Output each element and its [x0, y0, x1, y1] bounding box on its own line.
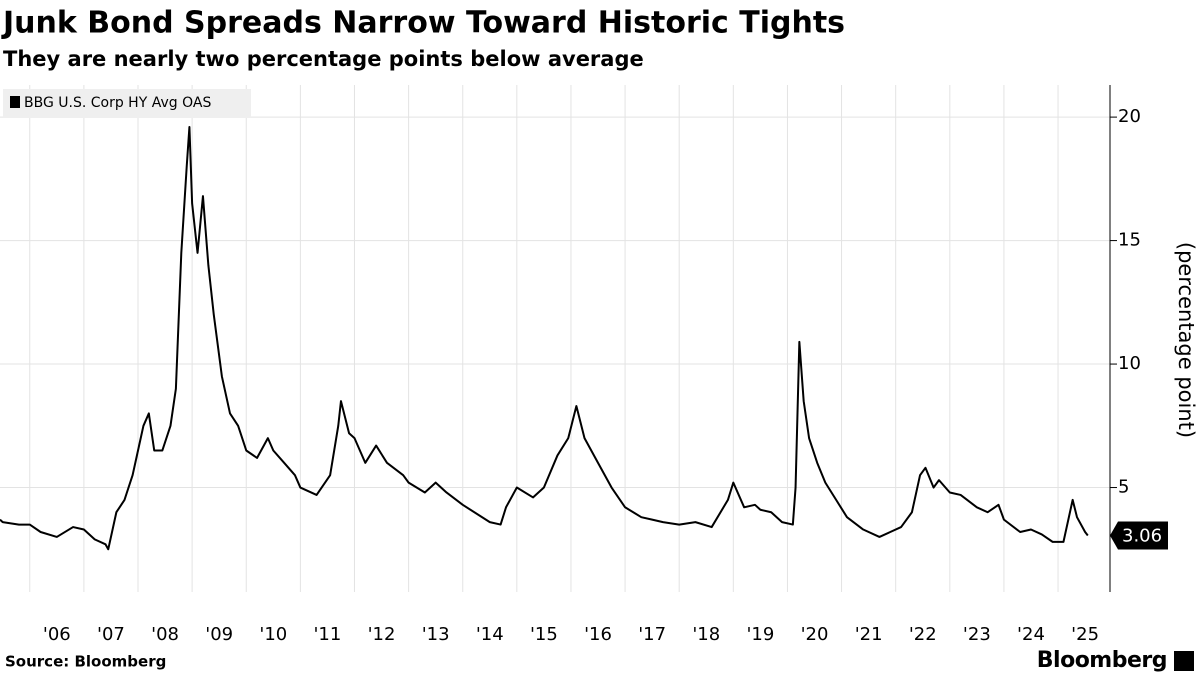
x-tick-label: '25 [1071, 624, 1099, 645]
x-tick-label: '18 [692, 624, 720, 645]
x-tick-label: '17 [638, 624, 666, 645]
x-tick-label: '13 [422, 624, 450, 645]
chart-subtitle: They are nearly two percentage points be… [3, 47, 644, 71]
chart-title: Junk Bond Spreads Narrow Toward Historic… [1, 6, 845, 41]
x-tick-label: '24 [1017, 624, 1045, 645]
series-line [0, 125, 1089, 551]
x-tick-label: '23 [963, 624, 991, 645]
x-tick-label: '10 [259, 624, 287, 645]
y-tick-label: 20 [1118, 106, 1141, 127]
legend-label: BBG U.S. Corp HY Avg OAS [24, 95, 211, 111]
x-tick-label: '19 [746, 624, 774, 645]
source: Source: Bloomberg [5, 653, 166, 671]
brand: Bloomberg [1037, 648, 1167, 673]
brand-icon [1174, 651, 1194, 671]
legend-box [3, 89, 251, 118]
x-tick-label: '16 [584, 624, 612, 645]
y-tick-label: 15 [1118, 230, 1141, 251]
x-tick-label: '09 [205, 624, 233, 645]
x-tick-label: '14 [476, 624, 504, 645]
y-tick-label: 10 [1118, 353, 1141, 374]
x-tick-label: '11 [313, 624, 341, 645]
x-tick-label: '07 [97, 624, 125, 645]
x-tick-label: '22 [909, 624, 937, 645]
x-tick-label: '06 [43, 624, 71, 645]
x-tick-label: '08 [151, 624, 179, 645]
y-axis-label: (percentage point) [1174, 242, 1198, 438]
legend: BBG U.S. Corp HY Avg OAS [3, 89, 251, 118]
x-tick-label: '12 [368, 624, 396, 645]
x-tick-label: '15 [530, 624, 558, 645]
last-value-label: 3.06 [1122, 525, 1162, 546]
last-value-box [1110, 521, 1168, 550]
x-tick-label: '21 [855, 624, 883, 645]
x-tick-label: '20 [801, 624, 829, 645]
y-tick-label: 5 [1118, 477, 1129, 498]
legend-swatch [10, 96, 20, 108]
